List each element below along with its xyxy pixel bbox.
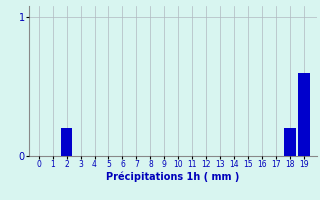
Bar [298, 73, 310, 156]
Bar [60, 128, 73, 156]
X-axis label: Précipitations 1h ( mm ): Précipitations 1h ( mm ) [106, 172, 239, 182]
Bar [60, 128, 73, 156]
Bar [284, 128, 296, 156]
Bar [284, 128, 296, 156]
Bar [298, 73, 310, 156]
